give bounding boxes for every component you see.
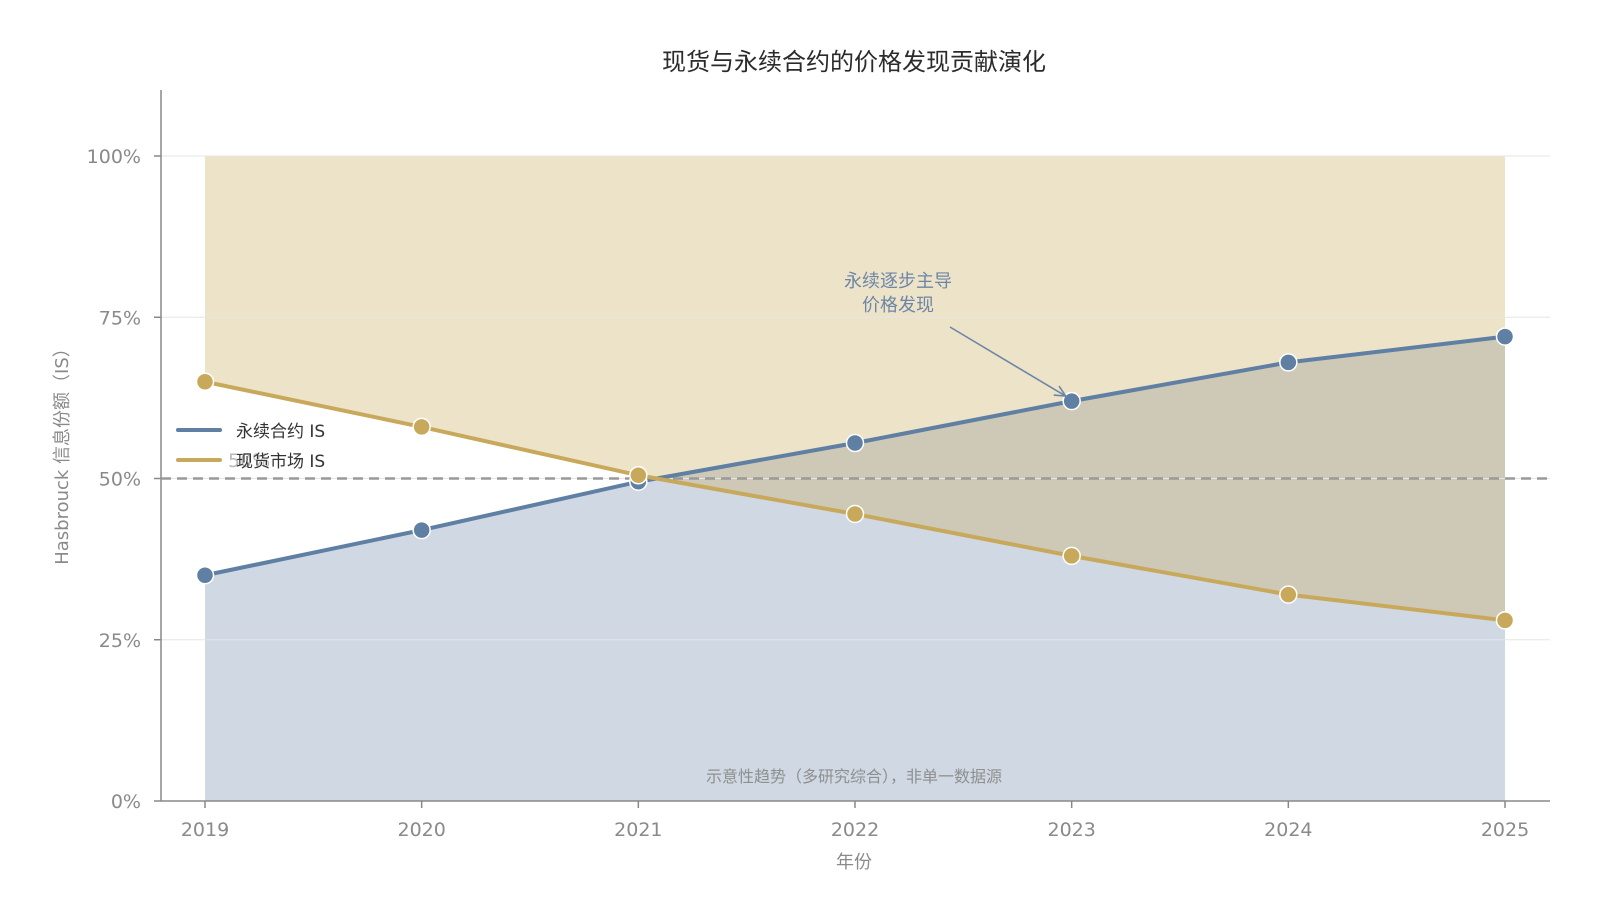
y-tick-label: 100% (87, 146, 141, 168)
data-point-perpetual (845, 433, 865, 453)
chart-title: 现货与永续合约的价格发现贡献演化 (662, 48, 1046, 76)
legend-label-perpetual: 永续合约 IS (236, 422, 325, 442)
x-tick-label: 2025 (1481, 819, 1529, 841)
annotation-text-line: 价格发现 (862, 295, 934, 316)
x-tick-label: 2024 (1264, 819, 1312, 841)
x-tick-label: 2023 (1047, 819, 1095, 841)
x-tick-label: 2019 (181, 819, 229, 841)
reference-line-label: 50% (228, 450, 270, 472)
data-point-spot (629, 466, 648, 485)
y-axis-label: Hasbrouck 信息份额（IS） (52, 339, 73, 565)
x-tick-label: 2022 (831, 819, 879, 841)
x-axis-label: 年份 (836, 852, 872, 873)
data-point-perpetual (195, 566, 215, 585)
data-point-perpetual (1279, 353, 1298, 372)
annotation-text-line: 永续逐步主导 (844, 271, 952, 292)
area-perpetual (205, 336, 1505, 801)
data-point-spot (1279, 585, 1298, 604)
data-point-spot (1062, 546, 1081, 566)
y-tick-label: 50% (99, 469, 141, 491)
x-tick-label: 2020 (397, 819, 445, 841)
y-tick-label: 75% (99, 307, 141, 329)
data-point-perpetual (412, 520, 431, 540)
data-point-perpetual (1062, 391, 1081, 411)
data-point-perpetual (1495, 327, 1515, 346)
x-tick-label: 2021 (614, 819, 662, 841)
chart-note: 示意性趋势（多研究综合），非单一数据源 (706, 767, 1002, 786)
y-tick-label: 0% (111, 791, 141, 813)
annotation-arrow (949, 326, 1067, 397)
data-point-spot (195, 372, 215, 391)
annotation-arrowhead (1053, 385, 1068, 398)
data-point-spot (1495, 611, 1515, 630)
y-tick-label: 25% (99, 630, 141, 652)
data-point-spot (845, 504, 865, 524)
legend-label-spot: 现货市场 IS (236, 452, 325, 472)
data-point-spot (412, 417, 431, 437)
area-spot (205, 156, 1505, 621)
